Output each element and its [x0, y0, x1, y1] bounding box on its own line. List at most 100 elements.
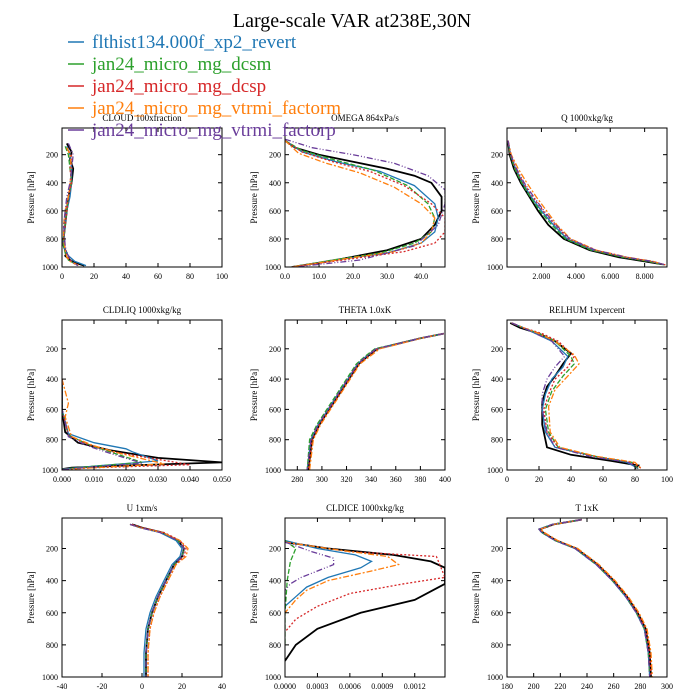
- legend-label: jan24_micro_mg_vtrmi_factorm: [91, 98, 341, 119]
- series-line-jan24_micro_mg_vtrmi_factorm: [62, 147, 80, 267]
- y-tick-label: 400: [269, 179, 281, 188]
- x-tick-label: 100: [216, 272, 228, 281]
- series-group: [62, 142, 87, 267]
- x-tick-label: 0.000: [53, 475, 71, 484]
- series-line-jan24_micro_mg_vtrmi_factorp: [129, 523, 185, 677]
- y-tick-label: 800: [46, 436, 58, 445]
- plot-frame: [61, 127, 223, 268]
- panel-5: THETA 1.0xK Pressure [hPa] 280 300 320 340 360…: [249, 305, 451, 484]
- series-line-jan24_micro_mg_vtrmi_factorp: [537, 518, 651, 677]
- panel-title: THETA 1.0xK: [339, 305, 392, 315]
- series-line-reference: [285, 541, 445, 662]
- figure-title: Large-scale VAR at238E,30N: [233, 10, 471, 32]
- x-tick-label: 320: [341, 475, 353, 484]
- x-tick-label: 0.030: [149, 475, 167, 484]
- series-line-jan24_micro_mg_dcsp: [285, 541, 445, 633]
- panel-title: T 1xK: [575, 503, 599, 513]
- x-tick-label: 2.000: [532, 272, 550, 281]
- x-tick-label: 220: [554, 682, 566, 691]
- x-tick-label: 280: [634, 682, 646, 691]
- series-line-jan24_micro_mg_dcsm: [285, 539, 297, 645]
- y-tick-label: 600: [46, 207, 58, 216]
- panel-7: U 1xm/s Pressure [hPa] -40 -20 0 20 40 200 400 60…: [26, 503, 226, 691]
- series-line-jan24_micro_mg_vtrmi_factorm: [539, 518, 653, 677]
- panel-title: OMEGA 864xPa/s: [331, 113, 399, 123]
- panel-title: Q 1000xkg/kg: [561, 113, 613, 123]
- series-group: [285, 138, 445, 267]
- y-tick-label: 1000: [487, 673, 503, 682]
- panel-title: RELHUM 1xpercent: [549, 305, 625, 315]
- y-tick-label: 200: [491, 151, 503, 160]
- panel-6: RELHUM 1xpercent Pressure [hPa] 0 20 40 60 80 1…: [471, 305, 673, 484]
- series-line-jan24_micro_mg_vtrmi_factorm: [285, 541, 400, 614]
- y-axis-label: Pressure [hPa]: [249, 571, 259, 623]
- y-axis-label: Pressure [hPa]: [26, 171, 36, 223]
- x-tick-label: 40.0: [414, 272, 428, 281]
- plot-frame: [284, 517, 446, 678]
- series-line-jan24_micro_mg_vtrmi_factorp: [507, 140, 666, 266]
- y-axis-label: Pressure [hPa]: [249, 369, 259, 421]
- panel-title: U 1xm/s: [127, 503, 158, 513]
- series-line-reference: [285, 139, 443, 267]
- series-line-reference: [538, 518, 652, 677]
- series-line-jan24_micro_mg_vtrmi_factorm: [62, 378, 165, 470]
- x-tick-label: 0: [140, 682, 144, 691]
- series-line-jan24_micro_mg_dcsm: [306, 332, 444, 470]
- y-axis-label: Pressure [hPa]: [26, 369, 36, 421]
- plot-frame: [506, 127, 668, 268]
- x-tick-label: 280: [291, 475, 303, 484]
- legend-entry: jan24_micro_mg_vtrmi_factorm: [68, 98, 341, 119]
- y-tick-label: 200: [491, 545, 503, 554]
- panel-title: CLDICE 1000xkg/kg: [326, 503, 404, 513]
- series-line-flthist134.000f_xp2_revert: [62, 379, 159, 470]
- x-tick-label: 380: [414, 475, 426, 484]
- y-tick-label: 600: [46, 405, 58, 414]
- y-tick-label: 400: [269, 577, 281, 586]
- y-tick-label: 1000: [487, 263, 503, 272]
- x-tick-label: 80: [186, 272, 194, 281]
- y-tick-label: 200: [269, 151, 281, 160]
- series-line-jan24_micro_mg_dcsp: [285, 140, 445, 267]
- series-group: [62, 378, 222, 470]
- y-axis-label: Pressure [hPa]: [471, 369, 481, 421]
- x-tick-label: 0.0003: [306, 682, 328, 691]
- series-line-reference: [509, 322, 641, 470]
- x-tick-label: 0.0: [280, 272, 290, 281]
- legend-entry: jan24_micro_mg_vtrmi_factorp: [68, 120, 336, 141]
- y-tick-label: 600: [46, 609, 58, 618]
- y-tick-label: 200: [269, 545, 281, 554]
- series-group: [285, 539, 445, 662]
- series-line-reference: [62, 379, 222, 470]
- y-tick-label: 400: [46, 179, 58, 188]
- panel-8: CLDICE 1000xkg/kg Pressure [hPa] 0.0000 0.0…: [249, 503, 446, 691]
- y-tick-label: 200: [269, 345, 281, 354]
- x-tick-label: 0.010: [85, 475, 103, 484]
- x-tick-label: 40: [567, 475, 575, 484]
- y-tick-label: 1000: [42, 466, 58, 475]
- plot-frame: [284, 319, 446, 471]
- plot-frame: [506, 319, 668, 471]
- y-tick-label: 400: [46, 577, 58, 586]
- x-tick-label: 60: [599, 475, 607, 484]
- x-tick-label: -20: [97, 682, 108, 691]
- legend-label: jan24_micro_mg_dcsp: [91, 76, 266, 97]
- series-group: [507, 140, 666, 266]
- y-tick-label: 200: [46, 545, 58, 554]
- y-tick-label: 400: [491, 179, 503, 188]
- series-line-jan24_micro_mg_vtrmi_factorm: [129, 523, 189, 677]
- y-tick-label: 600: [269, 207, 281, 216]
- panels: CLOUD 100xfraction Pressure [hPa] 0 20 40 60 8…: [26, 113, 673, 691]
- x-tick-label: 0.050: [213, 475, 231, 484]
- y-tick-label: 800: [491, 436, 503, 445]
- series-line-jan24_micro_mg_dcsm: [511, 322, 639, 469]
- x-tick-label: 20: [178, 682, 186, 691]
- y-tick-label: 800: [269, 641, 281, 650]
- panel-title: CLDLIQ 1000xkg/kg: [103, 305, 182, 315]
- x-tick-label: 360: [390, 475, 402, 484]
- legend-label: jan24_micro_mg_dcsm: [91, 54, 272, 75]
- y-tick-label: 1000: [487, 466, 503, 475]
- x-tick-label: 20.0: [346, 272, 360, 281]
- x-tick-label: 0.0006: [339, 682, 361, 691]
- x-tick-label: 0.020: [117, 475, 135, 484]
